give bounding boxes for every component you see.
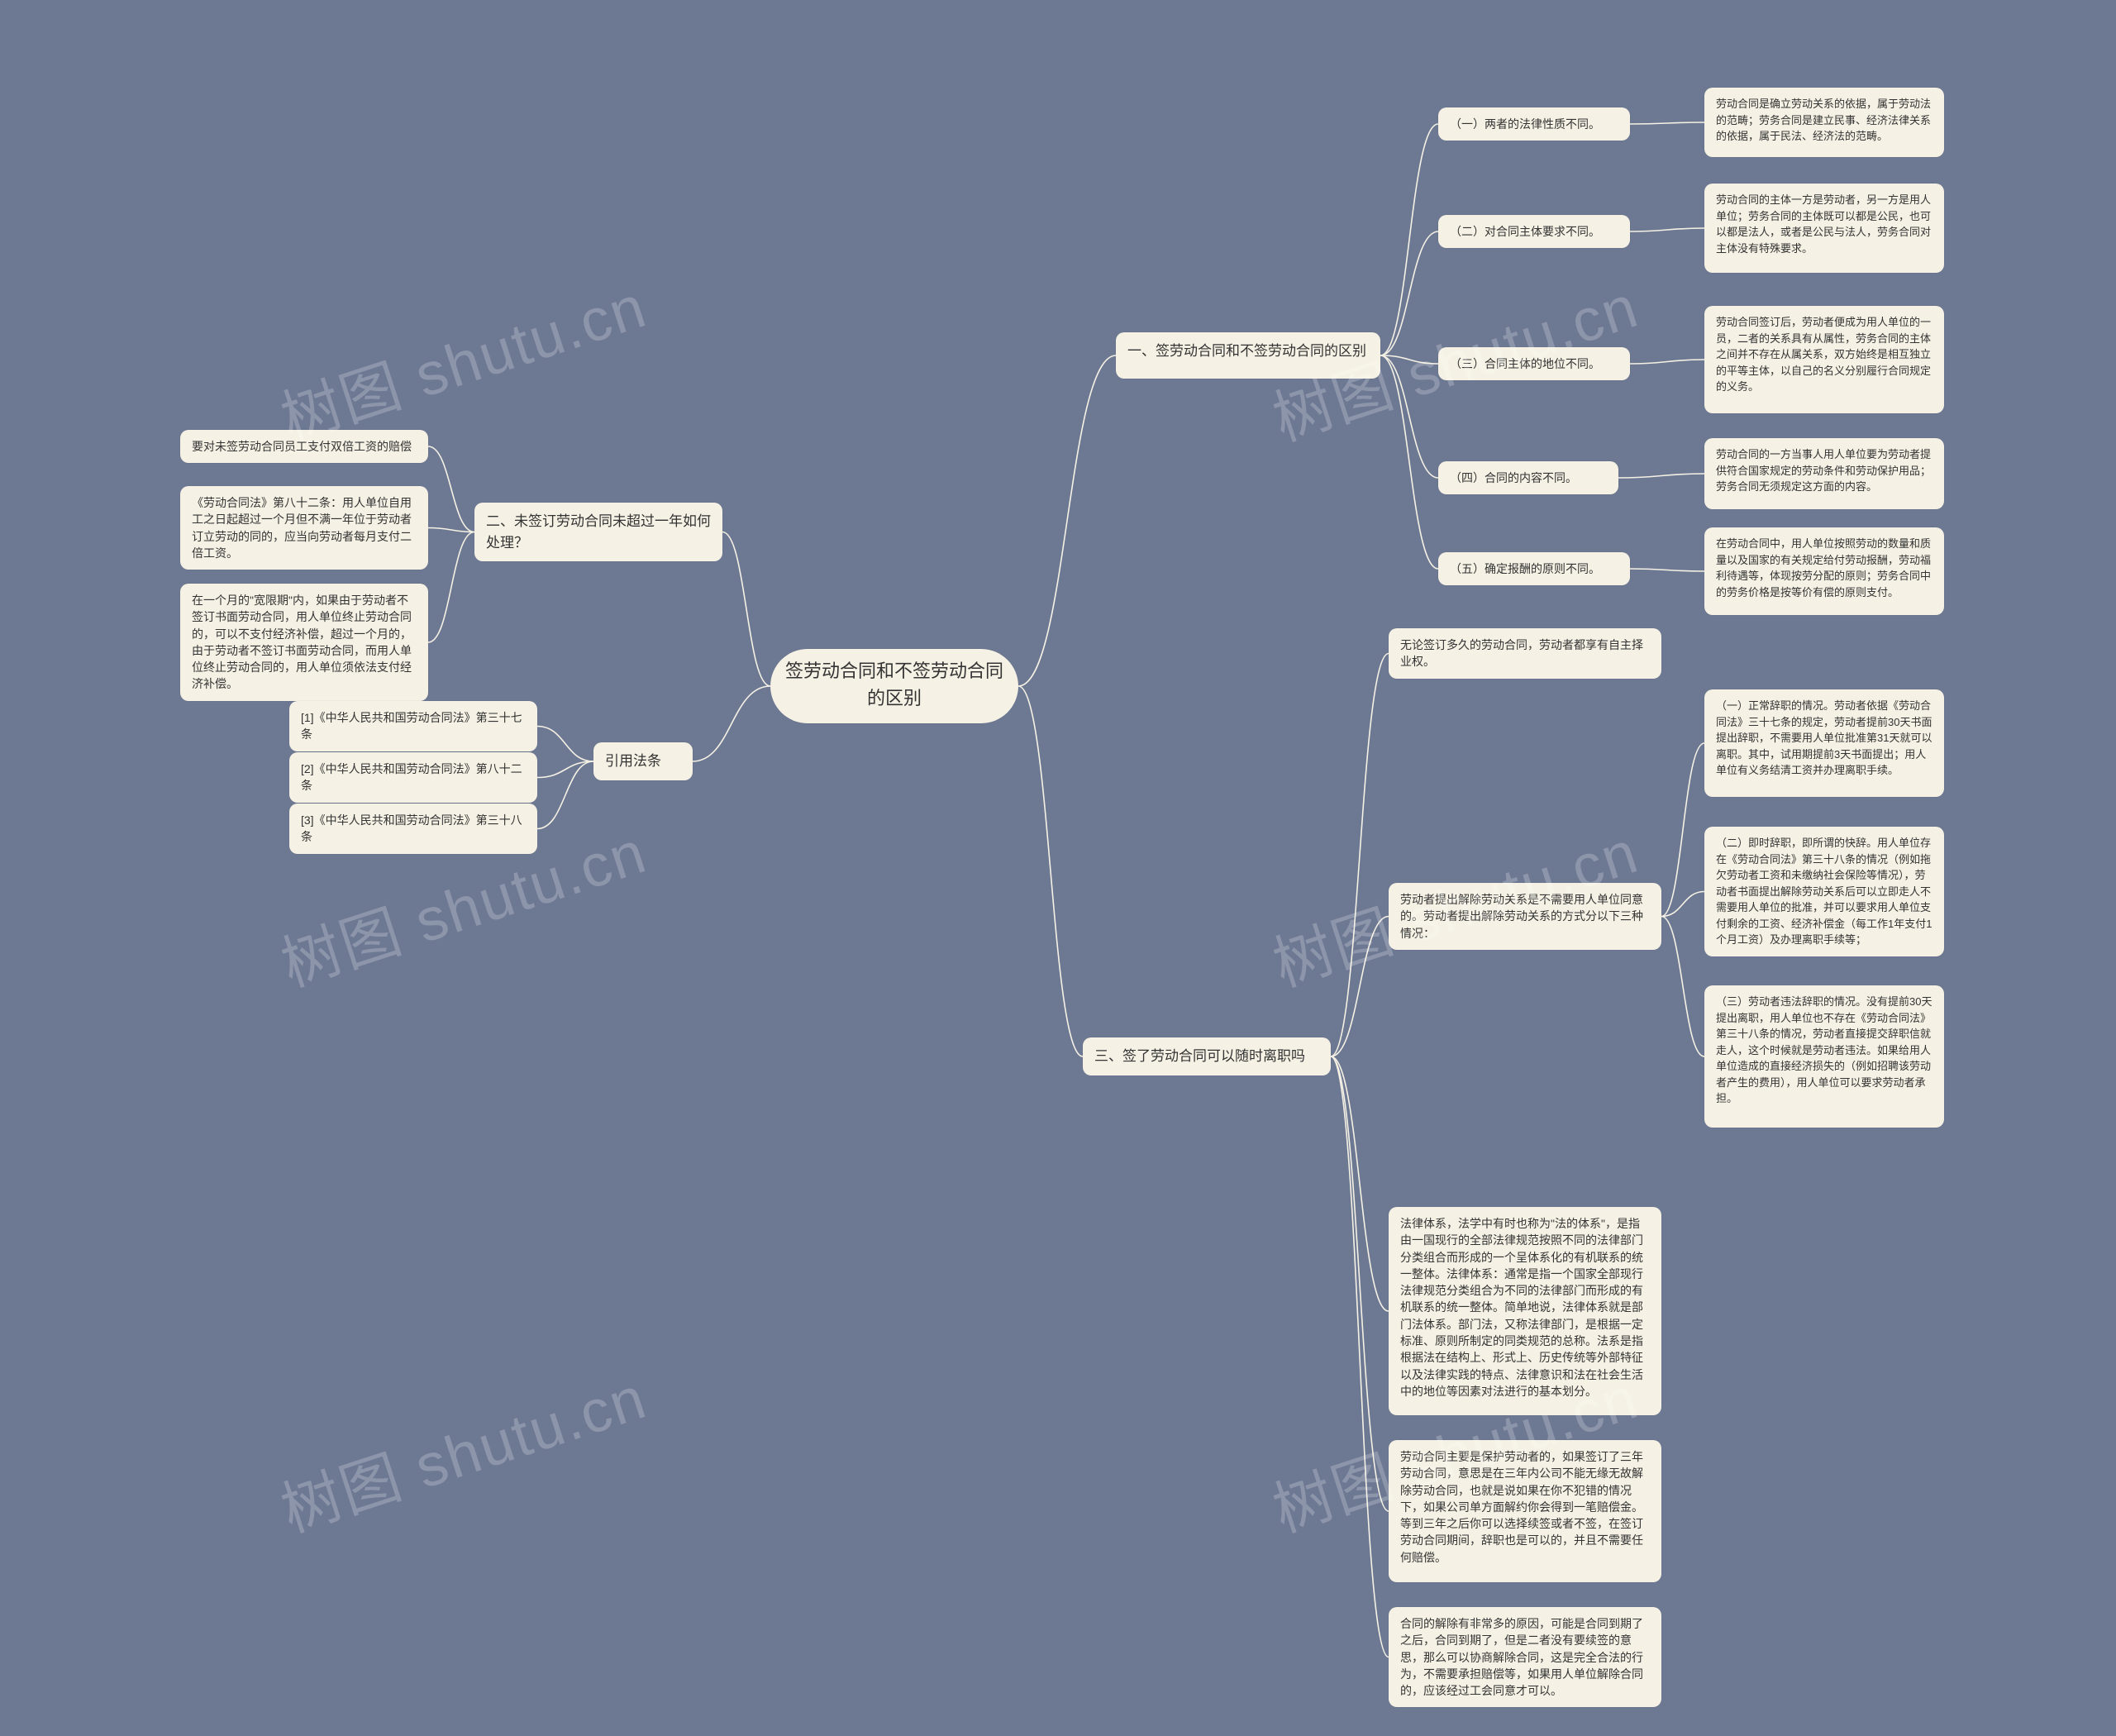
n1-sub-e[interactable]: （五）确定报酬的原则不同。: [1438, 552, 1630, 585]
n1-sub-c[interactable]: （三）合同主体的地位不同。: [1438, 347, 1630, 380]
branch-3[interactable]: 三、签了劳动合同可以随时离职吗: [1083, 1037, 1331, 1075]
n1-sub-a[interactable]: （一）两者的法律性质不同。: [1438, 107, 1630, 141]
mindmap-canvas: 签劳动合同和不签劳动合同的区别 一、签劳动合同和不签劳动合同的区别 二、未签订劳…: [0, 0, 2116, 1736]
n1b-leaf[interactable]: 劳动合同的主体一方是劳动者，另一方是用人单位；劳务合同的主体既可以都是公民，也可…: [1704, 184, 1944, 273]
n3-sub-b[interactable]: [2]《中华人民共和国劳动合同法》第八十二条: [289, 752, 537, 803]
root-node[interactable]: 签劳动合同和不签劳动合同的区别: [770, 649, 1018, 723]
n4b-leaf-1[interactable]: （一）正常辞职的情况。劳动者依据《劳动合同法》三十七条的规定，劳动者提前30天书…: [1704, 689, 1944, 797]
branch-law[interactable]: 引用法条: [593, 742, 693, 780]
n2-sub-c[interactable]: 在一个月的"宽限期"内，如果由于劳动者不签订书面劳动合同，用人单位终止劳动合同的…: [180, 584, 428, 701]
n4-sub-d[interactable]: 劳动合同主要是保护劳动者的，如果签订了三年劳动合同，意思是在三年内公司不能无缘无…: [1389, 1440, 1661, 1582]
n1c-leaf[interactable]: 劳动合同签订后，劳动者便成为用人单位的一员，二者的关系具有从属性，劳务合同的主体…: [1704, 306, 1944, 413]
branch-2[interactable]: 二、未签订劳动合同未超过一年如何处理？: [474, 503, 722, 561]
n4-sub-a[interactable]: 无论签订多久的劳动合同，劳动者都享有自主择业权。: [1389, 628, 1661, 679]
n1a-leaf[interactable]: 劳动合同是确立劳动关系的依据，属于劳动法的范畴；劳务合同是建立民事、经济法律关系…: [1704, 88, 1944, 157]
n1-sub-d[interactable]: （四）合同的内容不同。: [1438, 461, 1618, 494]
n1d-leaf[interactable]: 劳动合同的一方当事人用人单位要为劳动者提供符合国家规定的劳动条件和劳动保护用品；…: [1704, 438, 1944, 509]
n1e-leaf[interactable]: 在劳动合同中，用人单位按照劳动的数量和质量以及国家的有关规定给付劳动报酬，劳动福…: [1704, 527, 1944, 615]
n3-sub-c[interactable]: [3]《中华人民共和国劳动合同法》第三十八条: [289, 804, 537, 854]
n3-sub-a[interactable]: [1]《中华人民共和国劳动合同法》第三十七条: [289, 701, 537, 751]
branch-1[interactable]: 一、签劳动合同和不签劳动合同的区别: [1116, 332, 1380, 379]
watermark-text: 树图 shutu.cn: [269, 258, 655, 457]
n2-sub-a[interactable]: 要对未签劳动合同员工支付双倍工资的赔偿: [180, 430, 428, 463]
watermark-text: 树图 shutu.cn: [269, 1349, 655, 1548]
n1-sub-b[interactable]: （二）对合同主体要求不同。: [1438, 215, 1630, 248]
n4b-leaf-2[interactable]: （二）即时辞职，即所谓的快辞。用人单位存在《劳动合同法》第三十八条的情况（例如拖…: [1704, 827, 1944, 956]
n4-sub-e[interactable]: 合同的解除有非常多的原因，可能是合同到期了之后，合同到期了，但是二者没有要续签的…: [1389, 1607, 1661, 1707]
n4b-leaf-3[interactable]: （三）劳动者违法辞职的情况。没有提前30天提出离职，用人单位也不存在《劳动合同法…: [1704, 985, 1944, 1128]
n4-sub-b[interactable]: 劳动者提出解除劳动关系是不需要用人单位同意的。劳动者提出解除劳动关系的方式分以下…: [1389, 883, 1661, 950]
n2-sub-b[interactable]: 《劳动合同法》第八十二条：用人单位自用工之日起超过一个月但不满一年位于劳动者订立…: [180, 486, 428, 570]
n4-sub-c[interactable]: 法律体系，法学中有时也称为"法的体系"，是指由一国现行的全部法律规范按照不同的法…: [1389, 1207, 1661, 1415]
